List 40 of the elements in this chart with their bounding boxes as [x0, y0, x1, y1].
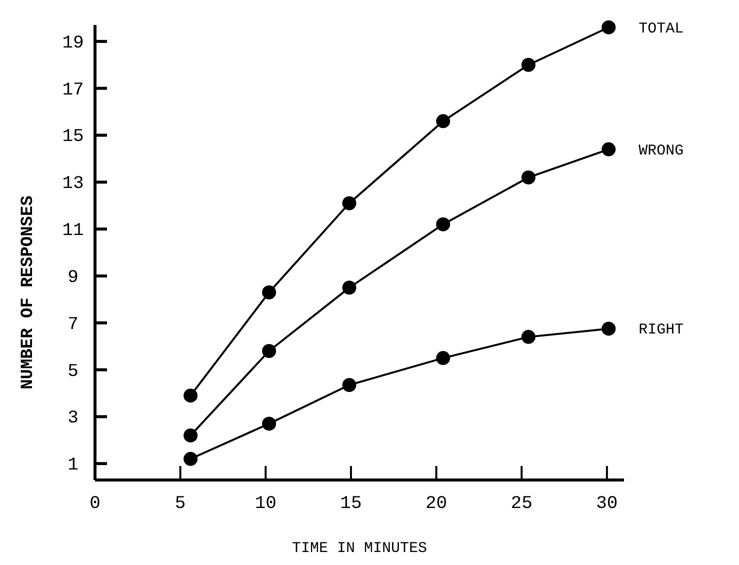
point	[602, 322, 616, 336]
x-axis-title: TIME IN MINUTES	[292, 540, 428, 557]
point	[342, 378, 356, 392]
point	[342, 196, 356, 210]
x-tick-label: 20	[425, 494, 448, 514]
y-tick-label: 9	[68, 268, 78, 288]
point	[262, 285, 276, 300]
y-tick-label: 5	[68, 362, 78, 382]
y-axis-title: NUMBER OF RESPONSES	[19, 196, 38, 390]
point	[436, 114, 450, 128]
x-tick-label: 10	[254, 494, 276, 514]
point	[602, 20, 616, 34]
point	[521, 170, 536, 184]
point	[184, 452, 198, 466]
y-tick-label: 19	[62, 33, 84, 54]
series-label: WRONG	[638, 142, 684, 160]
point	[521, 58, 536, 72]
x-tick-label: 15	[340, 494, 362, 514]
point	[602, 142, 616, 156]
x-tick-label: 30	[596, 494, 618, 514]
x-tick-label: 25	[510, 494, 532, 514]
point	[184, 388, 198, 403]
point	[342, 280, 356, 295]
series-label: RIGHT	[638, 322, 684, 339]
point	[436, 351, 450, 366]
point	[184, 428, 198, 442]
y-tick-label: 13	[62, 174, 84, 194]
y-tick-label: 17	[62, 80, 84, 100]
point	[262, 416, 276, 431]
series-label: TOTAL	[638, 20, 684, 38]
y-tick-label: 3	[68, 408, 78, 429]
point	[521, 330, 536, 344]
x-tick-label: 5	[174, 494, 186, 514]
y-tick-label: 1	[68, 456, 78, 476]
y-tick-label: 11	[62, 221, 84, 242]
y-tick-label: 15	[62, 127, 84, 148]
x-tick-label: 0	[90, 494, 100, 514]
point	[262, 344, 276, 358]
y-tick-label: 7	[68, 314, 78, 335]
point	[436, 217, 450, 232]
